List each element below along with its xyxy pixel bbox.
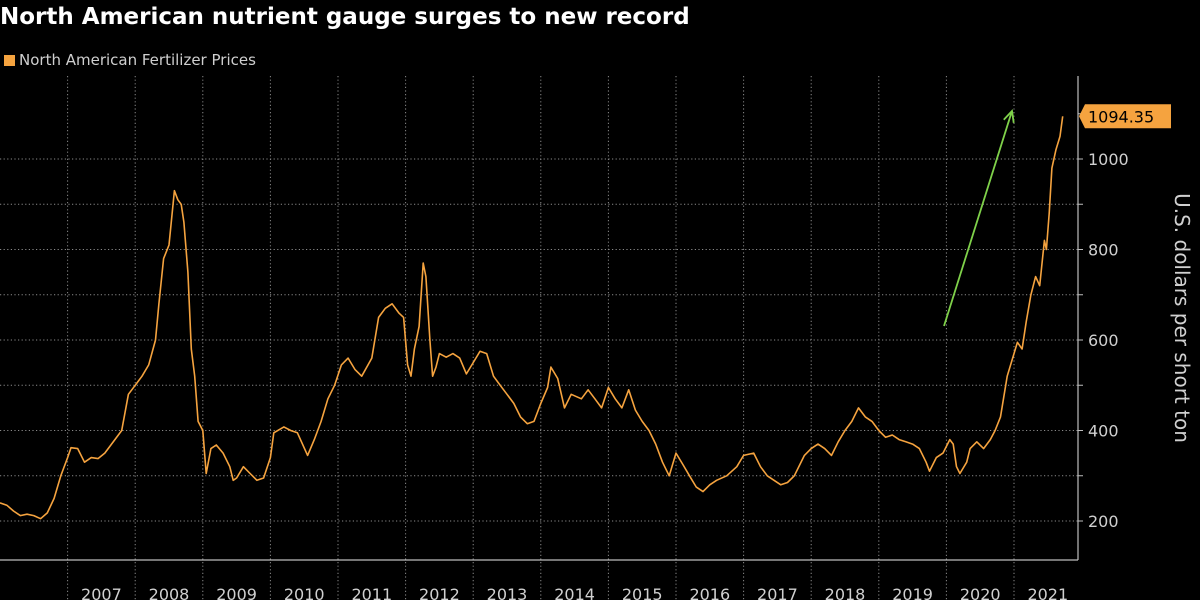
legend: North American Fertilizer Prices [4,51,256,69]
trend-arrow [943,109,1015,327]
y-tick-label: 600 [1088,331,1119,350]
y-axis-title: U.S. dollars per short ton [1170,193,1194,443]
x-tick-label: 2009 [216,585,257,600]
x-tick-label: 2011 [351,585,392,600]
x-tick-label: 2018 [825,585,866,600]
x-tick-label: 2014 [554,585,595,600]
x-tick-label: 2008 [149,585,190,600]
y-tick-label: 800 [1088,241,1119,260]
x-tick-label: 2020 [960,585,1001,600]
y-tick-label: 1000 [1088,150,1129,169]
x-tick-label: 2007 [81,585,122,600]
x-tick-label: 2012 [419,585,460,600]
x-tick-label: 2021 [1027,585,1068,600]
x-tick-label: 2015 [622,585,663,600]
series-line-fertilizer-prices [0,116,1064,520]
x-tick-label: 2010 [284,585,325,600]
x-tick-label: 2013 [487,585,528,600]
x-tick-label: 2016 [689,585,730,600]
y-tick-label: 200 [1088,512,1119,531]
y-tick-label: 400 [1088,422,1119,441]
legend-swatch [4,55,15,66]
last-value-label: 1094.35 [1079,104,1171,129]
x-tick-label: 2017 [757,585,798,600]
chart-title: North American nutrient gauge surges to … [0,4,690,30]
svg-text:1094.35: 1094.35 [1088,107,1154,126]
x-tick-label: 2019 [892,585,933,600]
legend-label: North American Fertilizer Prices [19,51,256,69]
